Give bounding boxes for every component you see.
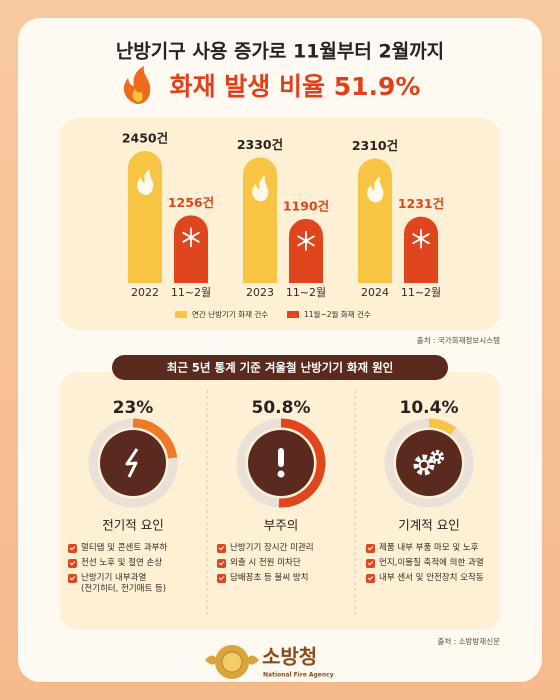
title: 난방기구 사용 증가로 11월부터 2월까지	[116, 41, 444, 63]
checkbox-icon	[217, 574, 226, 584]
checkbox-icon	[217, 544, 226, 553]
cause-text: 멀티탭 및 콘센트 과부하	[81, 543, 168, 553]
flame-icon	[252, 175, 269, 202]
footer-english: National Fire Agency	[263, 672, 334, 679]
cause-text: 담배꽁초 등 불씨 방치	[230, 573, 309, 584]
category-label: 부주의	[264, 518, 299, 533]
bar	[128, 151, 162, 283]
value-label: 1256건	[168, 195, 214, 210]
value-label: 2310건	[352, 138, 398, 153]
cause-text: 외출 시 전원 미차단	[230, 558, 301, 569]
emblem-wings	[205, 655, 259, 665]
x-sub-label: 11~2월	[286, 286, 326, 299]
alert-icon	[278, 448, 284, 467]
fire-icon	[123, 66, 151, 104]
value-label: 1190건	[283, 198, 329, 213]
value-label: 50.8%	[252, 398, 311, 418]
checkbox-icon	[68, 544, 77, 553]
cause-item: 전선 노후 및 절연 손상	[68, 558, 203, 569]
gauge-arc	[132, 418, 178, 459]
source: 출처 : 소방방재신문	[438, 636, 501, 646]
checkbox-icon	[217, 559, 226, 569]
footer-name: 소방청	[262, 645, 317, 669]
emblem-inner	[221, 651, 243, 673]
snowflake-core	[418, 236, 424, 242]
gear-icon	[413, 454, 435, 476]
x-sub-label: 11~2월	[171, 286, 211, 299]
checkbox-icon	[366, 544, 375, 553]
flame-icon	[367, 176, 384, 203]
cause-item: 멀티탭 및 콘센트 과부하	[68, 543, 203, 554]
cause-item: 내부 센서 및 안전장치 오작동	[366, 573, 501, 584]
gauge-arc	[428, 418, 457, 435]
gauge-arc	[278, 418, 326, 508]
bar	[243, 157, 277, 283]
gear-ring	[418, 459, 430, 471]
category-label: 기계적 요인	[398, 518, 459, 533]
value-label: 10.4%	[400, 398, 459, 418]
cause-item: 제품 내부 부품 마모 및 노후	[366, 543, 501, 554]
checkbox-icon	[68, 574, 77, 584]
bar	[358, 158, 392, 283]
checkbox-icon	[68, 559, 77, 569]
cause-item: 먼지,이물질 축적에 의한 과열	[366, 558, 501, 569]
cause-text: 제품 내부 부품 마모 및 노후	[379, 543, 479, 553]
x-tick-label: 2023	[246, 286, 274, 299]
x-sub-label: 11~2월	[401, 286, 441, 299]
fire-icon-inner	[132, 89, 143, 102]
bar	[404, 216, 438, 283]
checkbox-icon	[366, 559, 375, 569]
flame-icon	[137, 169, 154, 195]
legend-label: 연간 난방기기 화재 건수	[192, 309, 268, 319]
legend-swatch	[175, 311, 187, 318]
alert-dot	[277, 470, 285, 478]
bar	[289, 218, 323, 283]
cause-item: 난방기기 내부과열 (전기히터, 전기매트 등)	[68, 573, 203, 595]
lightning-icon	[125, 448, 139, 478]
checkbox-icon	[366, 574, 375, 584]
cause-title: 최근 5년 통계 기준 겨울철 난방기기 화재 원인	[167, 361, 393, 375]
gear-ring	[432, 452, 442, 462]
cause-title-pill	[112, 355, 448, 380]
x-tick-label: 2022	[131, 286, 159, 299]
gear-icon	[429, 449, 445, 465]
snowflake-core	[303, 238, 309, 244]
cause-item: 외출 시 전원 미차단	[217, 558, 352, 569]
cause-text: 먼지,이물질 축적에 의한 과열	[379, 558, 484, 569]
cause-text: 난방기기 장시간 미관리	[230, 543, 314, 553]
x-tick-label: 2024	[361, 286, 389, 299]
cause-item: 담배꽁초 등 불씨 방치	[217, 573, 352, 584]
value-label: 2450건	[122, 131, 168, 146]
value-label: 1231건	[398, 196, 444, 211]
snowflake-core	[188, 234, 194, 240]
headline: 화재 발생 비율 51.9%	[170, 72, 421, 101]
cause-text: 난방기기 내부과열 (전기히터, 전기매트 등)	[81, 573, 167, 595]
value-label: 2330건	[237, 137, 283, 152]
legend-label: 11월~2월 화재 건수	[304, 309, 371, 319]
cause-text: 내부 센서 및 안전장치 오작동	[379, 573, 484, 584]
source: 출처 : 국가화재정보시스템	[417, 335, 500, 345]
category-label: 전기적 요인	[102, 518, 163, 533]
legend-swatch	[287, 311, 299, 318]
value-label: 23%	[113, 398, 154, 418]
cause-text: 전선 노후 및 절연 손상	[81, 558, 163, 569]
cause-item: 난방기기 장시간 미관리	[217, 543, 352, 554]
bar	[174, 215, 208, 283]
